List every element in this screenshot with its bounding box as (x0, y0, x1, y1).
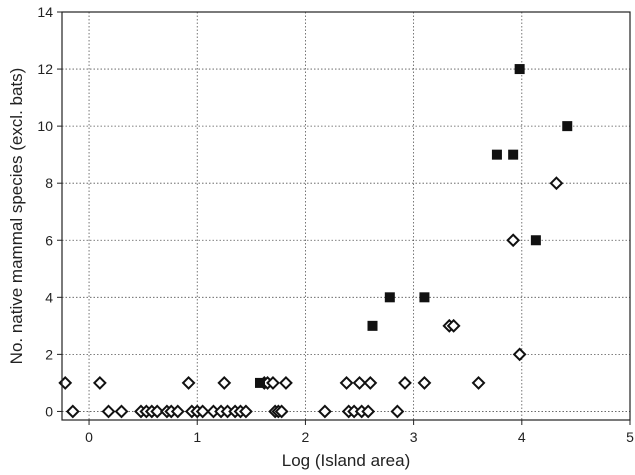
diamond-point (279, 375, 293, 390)
y-axis-title: No. native mammal species (excl. bats) (7, 68, 26, 365)
square-point (367, 320, 378, 331)
diamond-point (274, 404, 289, 419)
diamond-point (195, 404, 210, 419)
diamond-point (266, 375, 280, 390)
diamond-point (339, 375, 354, 390)
y-tick-label: 0 (45, 403, 53, 419)
square-point (530, 235, 541, 246)
gridlines (62, 12, 630, 420)
diamond-point (390, 404, 405, 419)
square-point (491, 149, 502, 160)
y-tick-label: 8 (45, 175, 53, 191)
diamond-point (170, 404, 185, 419)
x-tick-label: 5 (626, 429, 634, 445)
data-points (58, 64, 573, 419)
diamond-point (549, 176, 564, 191)
diamond-point (101, 404, 116, 419)
diamond-point (398, 375, 412, 390)
diamond-point (239, 404, 253, 419)
x-tick-label: 0 (85, 429, 93, 445)
diamond-point (512, 347, 527, 362)
diamond-point (352, 375, 367, 390)
axis-ticks (57, 11, 631, 425)
square-point (419, 292, 430, 303)
diamond-point (317, 404, 332, 419)
x-tick-label: 4 (518, 429, 526, 445)
x-tick-label: 1 (193, 429, 201, 445)
x-tick-label: 2 (302, 429, 310, 445)
diamond-point (217, 375, 232, 390)
square-point (384, 292, 395, 303)
diamond-point (92, 375, 107, 390)
diamond-point (181, 375, 196, 390)
y-tick-label: 4 (45, 289, 53, 305)
y-tick-label: 6 (45, 232, 53, 248)
square-point (508, 149, 519, 160)
diamond-point (363, 375, 378, 390)
diamond-point (361, 404, 376, 419)
diamond-point (471, 375, 486, 390)
square-point (514, 64, 525, 75)
diamond-point (58, 375, 73, 390)
y-tick-labels: 0 2 4 6 8 10 12 14 (37, 4, 53, 419)
y-tick-label: 14 (37, 4, 53, 20)
x-tick-labels: 0 1 2 3 4 5 (85, 429, 634, 445)
y-tick-label: 10 (37, 118, 53, 134)
y-tick-label: 12 (37, 61, 53, 77)
square-point (562, 121, 573, 132)
x-tick-label: 3 (410, 429, 418, 445)
plot-frame (61, 11, 631, 421)
square-point (254, 377, 265, 388)
diamond-point (506, 233, 521, 248)
diamond-point (114, 404, 129, 419)
y-tick-label: 2 (45, 346, 53, 362)
diamond-point (446, 318, 461, 333)
x-axis-title: Log (Island area) (282, 451, 411, 470)
diamond-point (65, 404, 80, 419)
diamond-point (150, 404, 165, 419)
diamond-point (417, 375, 432, 390)
